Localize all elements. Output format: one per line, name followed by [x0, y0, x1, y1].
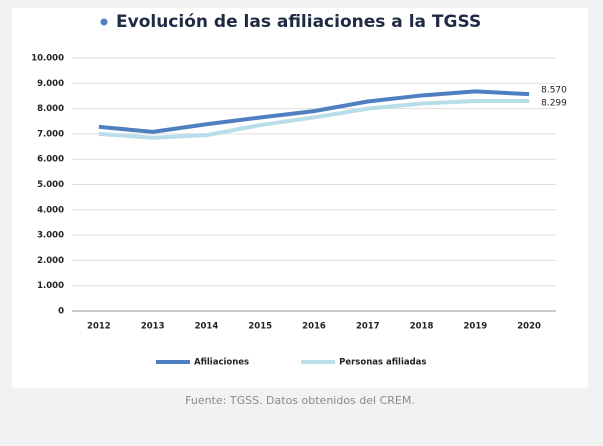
x-tick-label: 2018	[410, 322, 434, 332]
source: Fuente: TGSS. Datos obtenidos del CREM.	[185, 394, 415, 407]
data-label: 8.299	[541, 99, 567, 109]
x-tick-label: 2017	[356, 322, 380, 332]
series-line	[98, 89, 530, 134]
legend-label: Afiliaciones	[194, 358, 249, 368]
x-tick-label: 2020	[517, 322, 541, 332]
y-tick-label: 2.000	[37, 256, 64, 266]
legend-label: Personas afiliadas	[339, 358, 426, 368]
chart-panel	[12, 8, 588, 388]
y-tick-label: 5.000	[37, 180, 64, 190]
y-tick-label: 10.000	[31, 54, 64, 64]
y-tick-label: 7.000	[37, 129, 64, 139]
y-tick-label: 6.000	[37, 155, 64, 165]
title-bullet	[100, 18, 108, 26]
x-tick-label: 2019	[463, 322, 487, 332]
y-tick-label: 8.000	[37, 104, 64, 114]
series-line	[98, 99, 530, 140]
chart-title: Evolución de las afiliaciones a la TGSS	[116, 12, 481, 32]
y-tick-label: 0	[58, 307, 64, 317]
x-tick-label: 2015	[248, 322, 272, 332]
y-tick-label: 1.000	[37, 281, 64, 291]
data-label: 8.570	[541, 86, 567, 96]
x-tick-label: 2013	[141, 322, 165, 332]
y-tick-label: 9.000	[37, 79, 64, 89]
x-tick-label: 2016	[302, 322, 326, 332]
x-tick-label: 2012	[87, 322, 111, 332]
x-tick-label: 2014	[195, 322, 219, 332]
y-tick-label: 4.000	[37, 205, 64, 215]
y-tick-label: 3.000	[37, 231, 64, 241]
